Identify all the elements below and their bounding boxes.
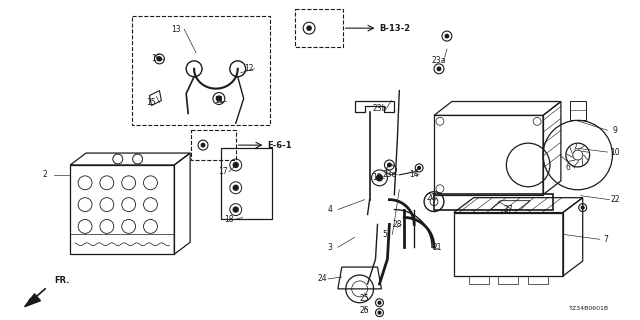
- Circle shape: [437, 67, 441, 70]
- Text: 23c: 23c: [383, 170, 396, 180]
- Text: 15: 15: [147, 98, 156, 107]
- Text: 19: 19: [372, 173, 382, 182]
- Text: 17: 17: [218, 167, 228, 176]
- Circle shape: [157, 57, 161, 61]
- Bar: [468, 276, 488, 284]
- Bar: [499, 276, 518, 284]
- Text: E-6-1: E-6-1: [268, 140, 292, 150]
- Text: 21: 21: [432, 243, 442, 252]
- Text: 3: 3: [328, 243, 332, 252]
- Circle shape: [378, 301, 381, 304]
- Circle shape: [376, 175, 383, 181]
- Circle shape: [202, 143, 205, 147]
- Text: 9: 9: [613, 126, 618, 135]
- Circle shape: [307, 26, 311, 30]
- Bar: [570, 100, 586, 120]
- Text: 12: 12: [244, 64, 253, 73]
- Text: 18: 18: [224, 215, 234, 224]
- Text: 25: 25: [360, 294, 369, 303]
- Circle shape: [581, 206, 584, 209]
- Text: 23b: 23b: [372, 104, 387, 113]
- Text: 20: 20: [426, 193, 436, 202]
- Text: 16: 16: [152, 54, 161, 63]
- Text: 24: 24: [317, 275, 327, 284]
- Bar: [295, 9, 343, 47]
- Text: 11: 11: [214, 96, 223, 105]
- Text: 13: 13: [172, 25, 181, 34]
- Circle shape: [216, 96, 221, 101]
- Text: 22: 22: [611, 195, 620, 204]
- Circle shape: [233, 163, 238, 167]
- Text: 4: 4: [328, 205, 332, 214]
- Text: 6: 6: [565, 164, 570, 172]
- Text: 14: 14: [410, 170, 419, 180]
- Polygon shape: [24, 294, 40, 307]
- Bar: [132, 16, 271, 125]
- Text: 2: 2: [42, 170, 47, 180]
- Text: TZ34B0601B: TZ34B0601B: [570, 306, 609, 311]
- Text: 10: 10: [611, 148, 620, 156]
- Text: FR.: FR.: [54, 276, 70, 285]
- Circle shape: [445, 34, 449, 38]
- Text: 26: 26: [360, 306, 369, 315]
- Text: 28: 28: [392, 220, 402, 229]
- Circle shape: [378, 311, 381, 314]
- Text: 27: 27: [504, 205, 513, 214]
- Text: B-13-2: B-13-2: [380, 24, 411, 33]
- Bar: [191, 130, 236, 160]
- Circle shape: [233, 207, 238, 212]
- Circle shape: [233, 185, 238, 190]
- Text: 7: 7: [603, 235, 608, 244]
- Text: 5: 5: [382, 230, 387, 239]
- Circle shape: [418, 166, 420, 169]
- Circle shape: [388, 163, 391, 167]
- Text: 23a: 23a: [432, 56, 446, 65]
- Bar: [528, 276, 548, 284]
